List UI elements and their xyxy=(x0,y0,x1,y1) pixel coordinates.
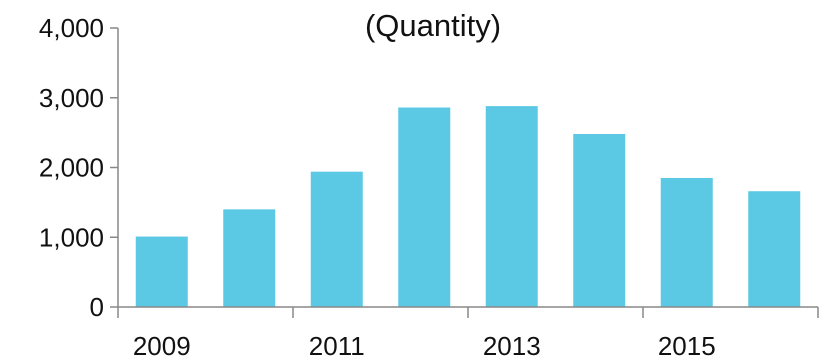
y-tick-label: 2,000 xyxy=(39,153,104,183)
x-tick-label: 2015 xyxy=(658,331,716,361)
bar-2010 xyxy=(223,209,276,307)
x-tick-label: 2013 xyxy=(483,331,541,361)
y-tick-label: 4,000 xyxy=(39,13,104,43)
x-axis-ticks: 2009 2011 2013 2015 xyxy=(117,307,819,361)
y-tick-label: 3,000 xyxy=(39,83,104,113)
y-tick-label: 0 xyxy=(90,292,104,322)
bar-2016 xyxy=(748,191,801,307)
x-tick-label: 2009 xyxy=(133,331,191,361)
bars-group xyxy=(135,106,801,308)
bar-2015 xyxy=(660,177,713,307)
bar-2009 xyxy=(135,236,188,307)
y-tick-label: 1,000 xyxy=(39,222,104,252)
bar-2011 xyxy=(310,171,363,307)
bar-2012 xyxy=(398,107,451,307)
chart-title: (Quantity) xyxy=(365,8,501,43)
bar-2014 xyxy=(573,134,626,307)
x-tick-label: 2011 xyxy=(309,331,365,361)
bar-2013 xyxy=(485,106,538,308)
y-axis-ticks: 0 1,000 2,000 3,000 4,000 xyxy=(39,13,118,322)
